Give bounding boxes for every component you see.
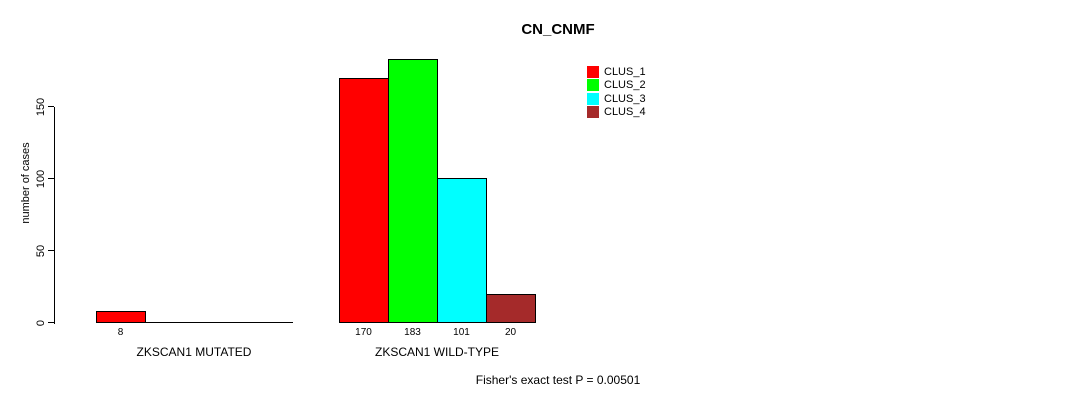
- y-tick-label: 50: [35, 244, 47, 258]
- zero-bar-baseline: [243, 322, 293, 323]
- legend-label: CLUS_4: [604, 106, 646, 119]
- legend-item-clus_3: CLUS_3: [587, 92, 646, 106]
- y-tick-mark: [48, 106, 54, 107]
- y-tick-label: 150: [35, 97, 47, 117]
- legend-item-clus_2: CLUS_2: [587, 79, 646, 93]
- bar-value-label: 8: [117, 327, 124, 338]
- y-tick-label: 0: [35, 319, 47, 327]
- legend-item-clus_4: CLUS_4: [587, 106, 646, 120]
- legend: CLUS_1 CLUS_2 CLUS_3 CLUS_4: [587, 65, 646, 119]
- bar-clus_4: [486, 294, 536, 323]
- y-tick-mark: [48, 322, 54, 323]
- bar-value-label: 183: [404, 327, 421, 338]
- legend-swatch: [587, 92, 599, 105]
- stat-annotation: Fisher's exact test P = 0.00501: [475, 373, 641, 387]
- bar-clus_2: [388, 59, 438, 323]
- legend-label: CLUS_3: [604, 92, 646, 105]
- legend-label: CLUS_2: [604, 79, 646, 92]
- x-category-label-wildtype: ZKSCAN1 WILD-TYPE: [374, 345, 500, 359]
- zero-bar-baseline: [194, 322, 244, 323]
- bar-value-label: 170: [355, 327, 372, 338]
- bar-value-label: 101: [453, 327, 470, 338]
- y-tick-label: 100: [35, 169, 47, 189]
- legend-swatch: [587, 79, 599, 92]
- bar-clus_3: [437, 178, 487, 323]
- y-axis-line: [54, 107, 55, 324]
- zero-bar-baseline: [145, 322, 195, 323]
- x-category-label-mutated: ZKSCAN1 MUTATED: [136, 345, 252, 359]
- y-tick-mark: [48, 178, 54, 179]
- legend-item-clus_1: CLUS_1: [587, 65, 646, 79]
- legend-label: CLUS_1: [604, 65, 646, 78]
- bar-value-label: 20: [504, 327, 517, 338]
- bar-clus_1: [339, 78, 389, 323]
- bar-clus_1: [96, 311, 146, 323]
- legend-swatch: [587, 65, 599, 78]
- legend-swatch: [587, 106, 599, 119]
- y-axis-label: number of cases: [20, 142, 32, 224]
- y-tick-mark: [48, 250, 54, 251]
- chart-title: CN_CNMF: [521, 21, 595, 38]
